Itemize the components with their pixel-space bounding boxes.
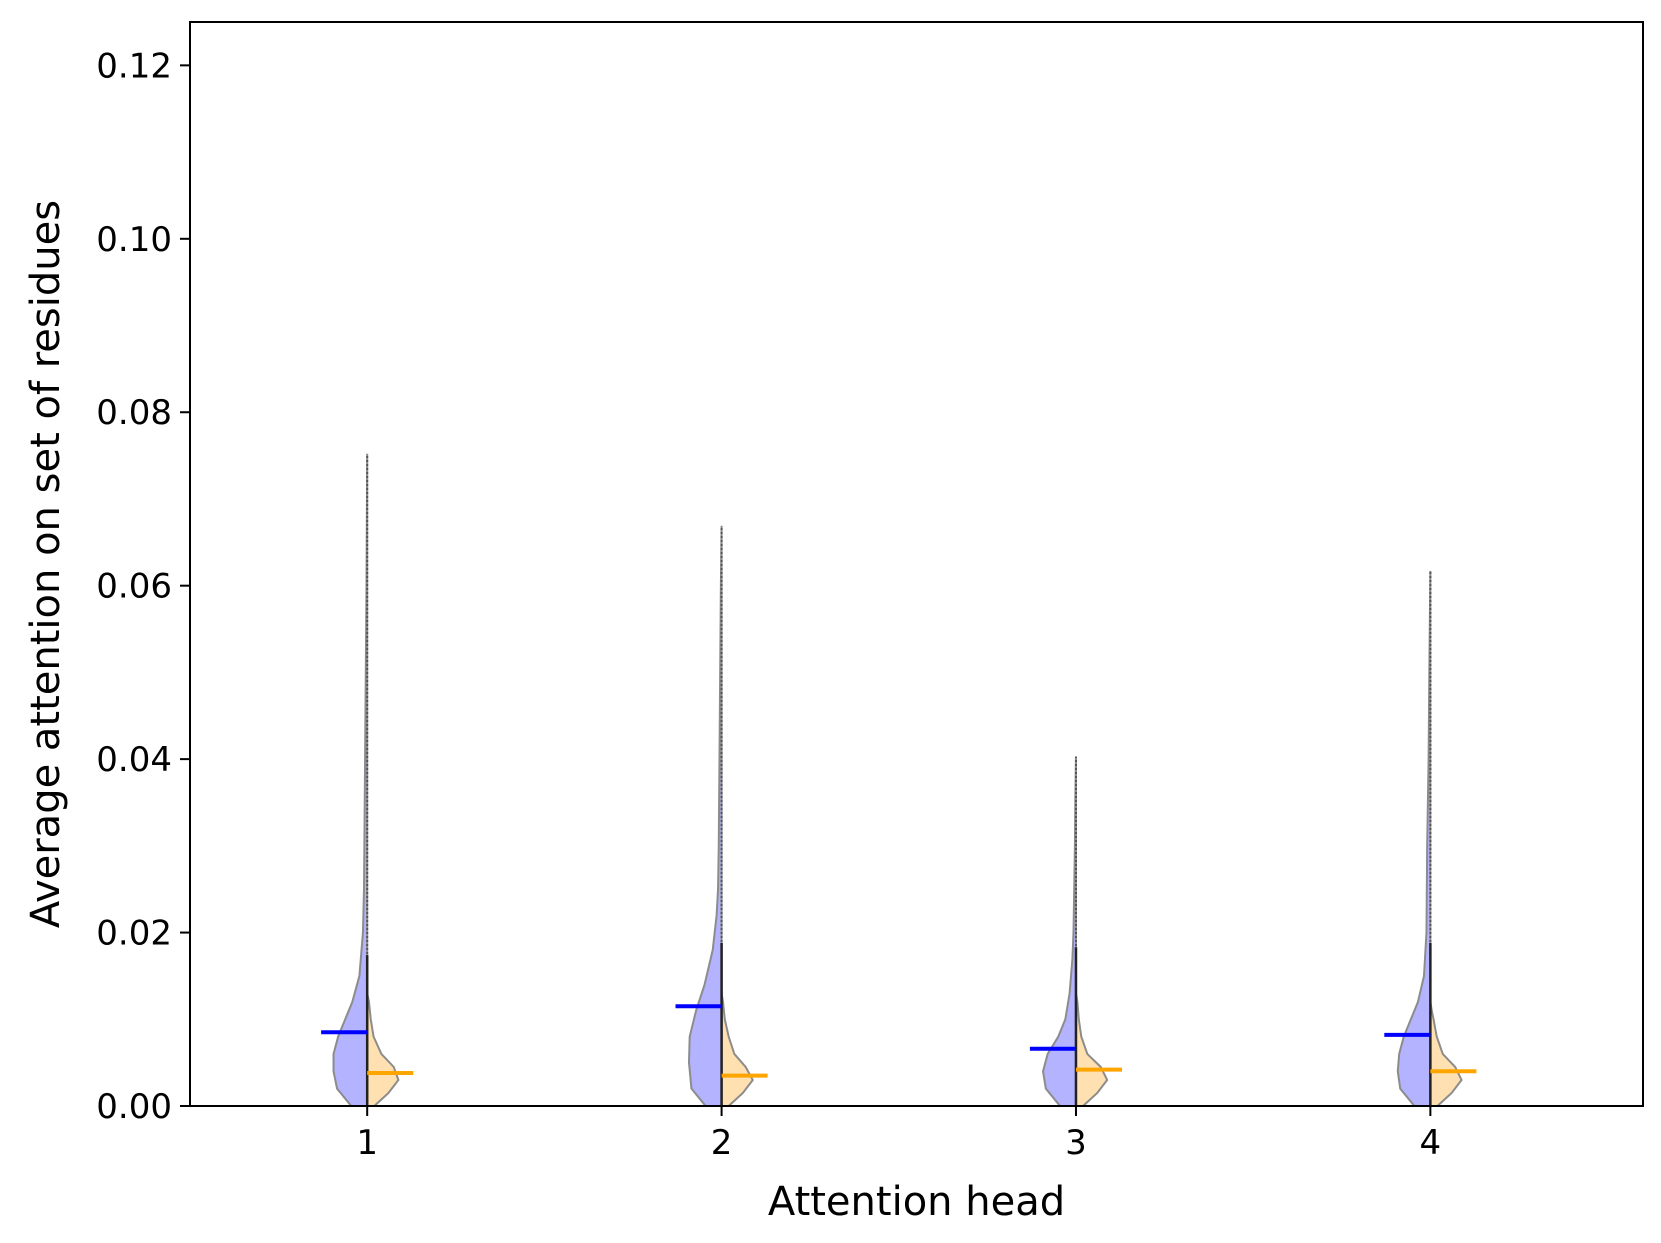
x-tick-label-3: 4 xyxy=(1420,1123,1442,1163)
violin-right-4 xyxy=(1429,1001,1463,1107)
y-tick-label-1: 0.02 xyxy=(96,914,172,954)
median-and-quartile-lines xyxy=(321,453,1477,1106)
violins xyxy=(332,453,1463,1107)
x-axis-title: Attention head xyxy=(768,1179,1065,1225)
y-tick-label-0: 0.00 xyxy=(96,1087,172,1127)
violin-left-4 xyxy=(1396,570,1432,1107)
y-tick-label-2: 0.04 xyxy=(96,740,172,780)
violin-right-2 xyxy=(720,993,754,1107)
y-axis-title: Average attention on set of residues xyxy=(23,200,69,928)
violin-left-2 xyxy=(687,525,723,1107)
x-tick-label-0: 1 xyxy=(356,1123,378,1163)
y-tick-label-6: 0.12 xyxy=(96,46,172,86)
x-tick-label-2: 3 xyxy=(1065,1123,1087,1163)
x-axis: 1 2 3 4 xyxy=(356,1106,1441,1163)
violin-left-3 xyxy=(1041,756,1077,1107)
violin-left-1 xyxy=(332,453,369,1107)
x-tick-label-1: 2 xyxy=(711,1123,733,1163)
violin-right-1 xyxy=(366,993,400,1107)
y-tick-label-3: 0.06 xyxy=(96,567,172,607)
y-tick-label-4: 0.08 xyxy=(96,393,172,433)
violin-right-3 xyxy=(1074,993,1109,1107)
plot-frame xyxy=(189,21,1644,1107)
y-axis: 0.00 0.02 0.04 0.06 0.08 0.10 0.12 xyxy=(96,46,190,1127)
y-tick-label-5: 0.10 xyxy=(96,220,172,260)
